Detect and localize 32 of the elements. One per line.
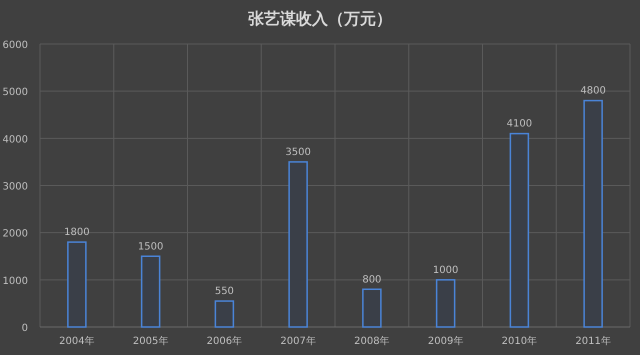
bar [288, 161, 308, 328]
y-tick-label: 4000 [2, 134, 28, 146]
data-label: 1800 [64, 227, 90, 238]
y-tick-label: 6000 [2, 40, 28, 51]
chart-title: 张艺谋收入（万元） [248, 9, 392, 28]
x-tick-label: 2005年 [132, 335, 168, 347]
bar [510, 132, 530, 328]
data-label: 4800 [580, 86, 606, 97]
x-tick-label: 2010年 [502, 335, 538, 347]
y-tick-label: 5000 [2, 87, 28, 98]
x-tick-label: 2011年 [575, 335, 611, 347]
bar [214, 300, 234, 328]
y-tick-label: 1000 [2, 276, 28, 287]
data-label: 4100 [506, 118, 532, 130]
data-label: 3500 [285, 146, 311, 158]
bar [67, 241, 87, 328]
bar [362, 288, 382, 328]
y-tick-label: 0 [22, 323, 28, 334]
bar [583, 100, 603, 328]
data-label: 800 [362, 274, 382, 286]
x-tick-label: 2008年 [354, 335, 390, 347]
data-label: 1500 [138, 241, 164, 252]
data-label: 1000 [432, 264, 458, 276]
x-tick-label: 2006年 [206, 335, 242, 347]
bar [140, 256, 160, 328]
y-tick-label: 2000 [2, 228, 28, 240]
x-tick-label: 2009年 [428, 335, 464, 347]
data-label: 550 [214, 286, 234, 298]
bar [436, 279, 456, 328]
x-tick-label: 2004年 [59, 335, 95, 347]
x-tick-label: 2007年 [280, 335, 316, 347]
y-tick-label: 3000 [2, 182, 28, 192]
